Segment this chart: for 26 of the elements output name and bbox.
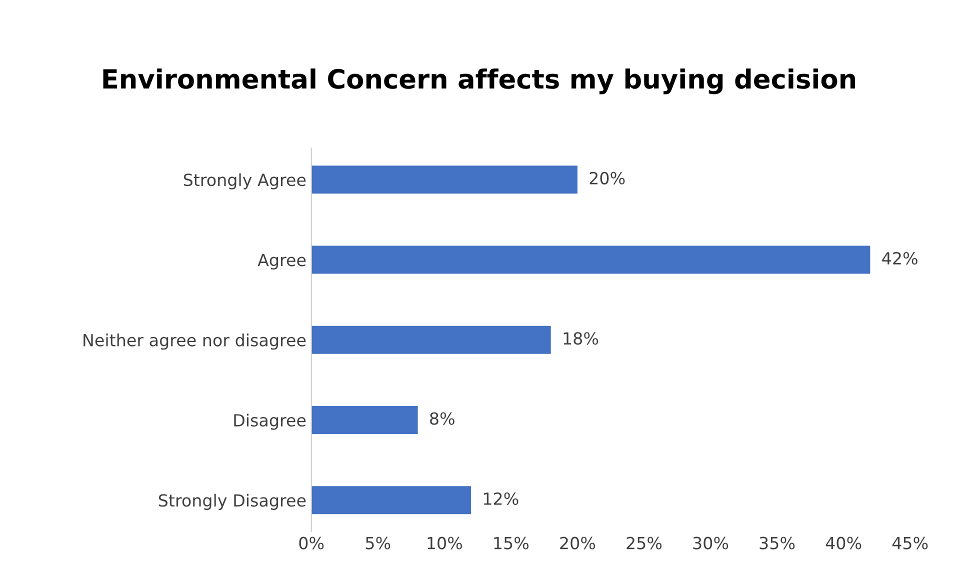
x-tick-label: 40% <box>826 536 862 550</box>
x-tick-label: 0% <box>299 536 324 550</box>
x-tick-label: 35% <box>760 536 795 550</box>
bar <box>311 166 578 194</box>
x-tick-label: 15% <box>494 536 529 550</box>
x-tick-label: 5% <box>366 536 390 550</box>
data-label: 8% <box>430 412 454 425</box>
data-label: 20% <box>590 172 625 184</box>
y-tick-label: Strongly Agree <box>184 173 306 190</box>
y-tick-label: Neither agree nor disagree <box>84 334 306 350</box>
x-tick-label: 20% <box>560 536 596 550</box>
x-tick-label: 30% <box>693 536 728 550</box>
bar <box>311 246 870 274</box>
x-tick-label: 45% <box>892 536 928 550</box>
y-tick-label: Agree <box>258 254 306 270</box>
bar <box>311 486 472 514</box>
x-tick-label: 25% <box>626 536 662 550</box>
data-label: 42% <box>882 252 918 265</box>
data-label: 12% <box>484 492 518 505</box>
y-tick-label: Strongly Disagree <box>158 494 306 510</box>
x-tick-label: 10% <box>428 536 462 550</box>
bar <box>311 406 418 434</box>
bar <box>311 326 551 354</box>
y-tick-label: Disagree <box>234 414 306 430</box>
data-label: 18% <box>564 332 598 345</box>
chart-title: Environmental Concern affects my buying decision <box>103 68 856 94</box>
